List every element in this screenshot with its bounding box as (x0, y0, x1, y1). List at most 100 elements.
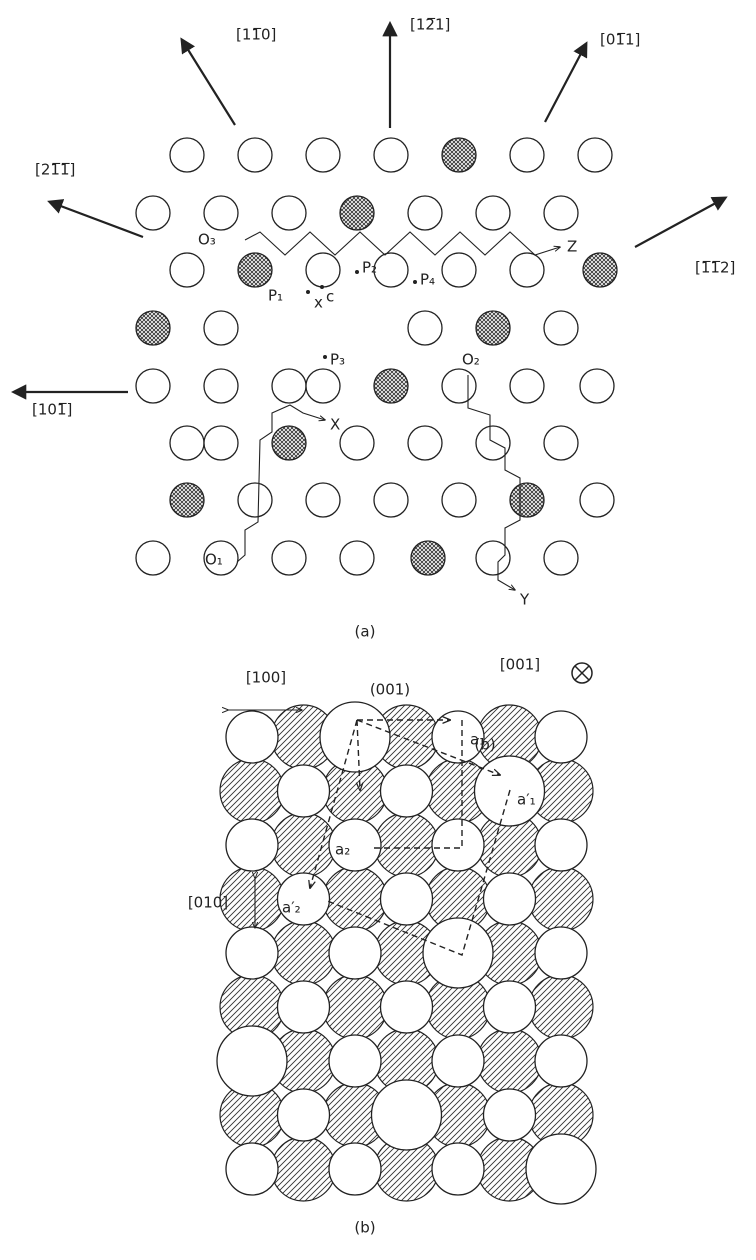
vector-label: a₁ (470, 731, 485, 749)
atom (237, 482, 273, 518)
atom (276, 980, 331, 1034)
atom (579, 482, 615, 518)
atom (475, 310, 511, 346)
atom (169, 137, 205, 173)
atom (373, 482, 409, 518)
atom (431, 1142, 485, 1196)
paths-a (236, 231, 560, 590)
direction: [1̅1̅2] (695, 259, 735, 277)
direction: [010] (188, 894, 228, 912)
atom (219, 866, 285, 932)
atom (135, 368, 171, 404)
caption: (a) (355, 623, 376, 641)
atom (225, 710, 279, 764)
atom (528, 866, 594, 932)
point-label: P₄ (420, 271, 435, 289)
point-label: O₁ (205, 551, 223, 569)
atom (407, 425, 443, 461)
atom (135, 310, 171, 346)
atom (305, 482, 341, 518)
atom (225, 1142, 279, 1196)
atom (305, 368, 341, 404)
atom (431, 1034, 485, 1088)
atom (305, 252, 341, 288)
atom (410, 540, 446, 576)
atom (328, 1034, 382, 1088)
atom (328, 1142, 382, 1196)
atom (203, 368, 239, 404)
caption: (b) (354, 1219, 375, 1237)
direction: [001] (500, 656, 540, 674)
atom (203, 425, 239, 461)
atom (373, 812, 440, 878)
atom (219, 758, 285, 824)
atom (431, 818, 485, 872)
point-label: Z (567, 238, 577, 256)
atom (441, 482, 477, 518)
atom (271, 540, 307, 576)
atom (577, 137, 613, 173)
atom (509, 482, 545, 518)
atom (528, 974, 594, 1040)
atom (276, 764, 331, 818)
atom (534, 926, 588, 980)
atom (271, 195, 307, 231)
atom (270, 812, 337, 878)
atom (476, 1028, 543, 1094)
lattice-a (135, 137, 618, 576)
atom (579, 368, 615, 404)
atom (422, 917, 494, 989)
atom (271, 368, 307, 404)
atom (525, 1133, 597, 1205)
atom (203, 195, 239, 231)
atom (169, 425, 205, 461)
atom (135, 540, 171, 576)
caption: (b) (474, 736, 495, 754)
atom (135, 195, 171, 231)
lattice-b (216, 701, 597, 1205)
atom (379, 980, 434, 1034)
atom (328, 926, 382, 980)
atom (534, 710, 588, 764)
atom (379, 872, 434, 926)
atom (509, 368, 545, 404)
atom (475, 540, 511, 576)
atom (543, 540, 579, 576)
direction: [100] (246, 669, 286, 687)
atom (225, 926, 279, 980)
vector-label: a′₂ (282, 899, 301, 917)
atom (509, 137, 545, 173)
atom (534, 818, 588, 872)
atom (169, 482, 205, 518)
atom (543, 310, 579, 346)
atom (582, 252, 618, 288)
atom (203, 540, 239, 576)
atom (339, 425, 375, 461)
point-label: Y (519, 591, 530, 609)
atom (407, 195, 443, 231)
atom (271, 425, 307, 461)
atom (482, 1088, 537, 1142)
labels-a: [11̅0] [12̅1] [01̅1] [21̅1̅] [1̅1̅2] [10… (32, 16, 735, 641)
atom (328, 818, 382, 872)
atom (339, 540, 375, 576)
atom (379, 764, 434, 818)
direction: [11̅0] (236, 26, 276, 44)
atom (475, 195, 511, 231)
point-label: x (314, 294, 323, 312)
direction: [101̅] (32, 401, 72, 419)
atom (276, 1088, 331, 1142)
vector-label: a₂ (335, 841, 350, 859)
atom (237, 252, 273, 288)
direction: [12̅1] (410, 16, 450, 34)
atom (441, 368, 477, 404)
direction: [21̅1̅] (35, 161, 75, 179)
atom (475, 425, 511, 461)
point-label: P₃ (330, 351, 345, 369)
atom (543, 195, 579, 231)
point-label: X (330, 416, 340, 434)
atom (319, 701, 391, 773)
atom (373, 137, 409, 173)
atom (373, 368, 409, 404)
atom (407, 310, 443, 346)
